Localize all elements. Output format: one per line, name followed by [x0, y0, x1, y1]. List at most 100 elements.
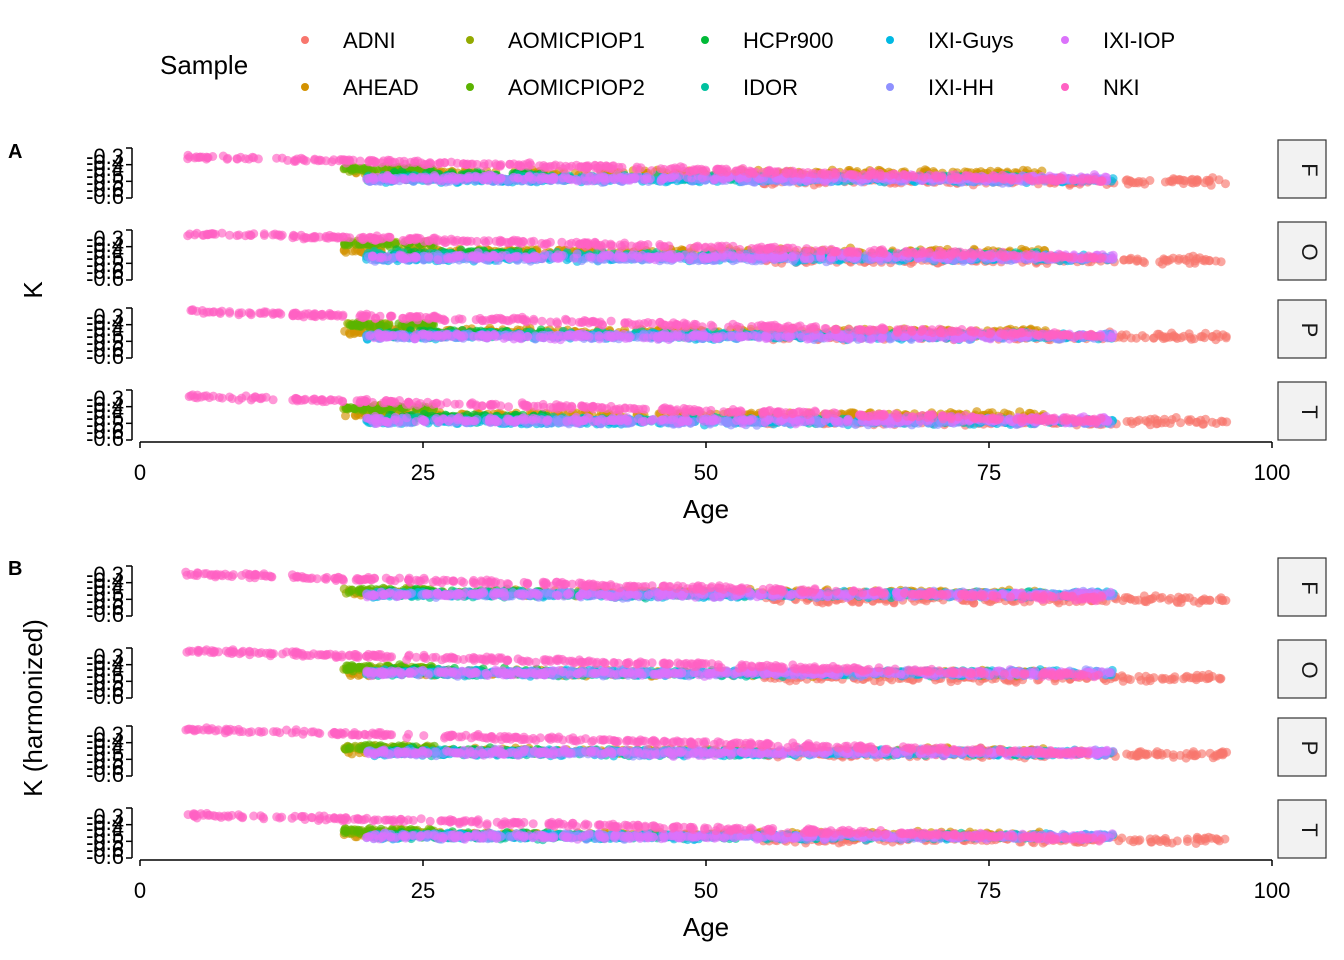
point-ixi-iop [610, 175, 620, 185]
legend-label-ixi-hh: IXI-HH [928, 75, 994, 100]
point-nki [593, 163, 603, 173]
point-nki [399, 156, 409, 166]
point-ixi-iop [424, 252, 434, 262]
point-nki [731, 166, 741, 176]
y-tick-label: -0.6 [86, 177, 124, 202]
point-ixi-iop [478, 175, 488, 185]
point-adni [1160, 177, 1170, 187]
point-nki [425, 158, 435, 168]
point-nki [770, 167, 780, 177]
point-nki [183, 150, 193, 160]
point-nki [723, 166, 733, 176]
point-nki [656, 164, 666, 174]
point-nki [1095, 177, 1105, 186]
legend-label-ixi-iop: IXI-IOP [1103, 28, 1175, 53]
point-nki [492, 161, 502, 171]
point-nki [787, 169, 797, 179]
point-ixi-iop [709, 174, 719, 184]
point-ixi-iop [483, 252, 493, 262]
point-ixi-iop [549, 174, 559, 184]
point-nki [572, 237, 581, 247]
point-nki [615, 240, 625, 250]
point-nki [195, 152, 205, 162]
point-nki [1021, 250, 1031, 259]
point-nki [971, 249, 981, 259]
legend: Sample ADNIAHEADAOMICPIOP1AOMICPIOP2HCPr… [160, 28, 1175, 100]
point-nki [1037, 252, 1047, 261]
legend-label-idor: IDOR [743, 75, 798, 100]
point-adni [1185, 332, 1195, 342]
point-adni [1221, 333, 1231, 343]
point-ixi-iop [446, 254, 456, 263]
y-tick-label: -0.6 [86, 184, 124, 209]
point-ixi-iop [569, 253, 579, 263]
point-ixi-iop [386, 173, 396, 183]
point-nki [811, 246, 821, 256]
legend-key-ahead [301, 83, 309, 91]
point-nki [208, 229, 218, 238]
panel-tag: A [8, 141, 22, 163]
point-nki [967, 172, 977, 182]
point-aomicpiop2 [350, 320, 360, 330]
point-ixi-iop [637, 250, 647, 260]
point-nki [313, 156, 323, 166]
legend-label-aomicpiop1: AOMICPIOP1 [508, 28, 645, 53]
point-nki [387, 157, 397, 167]
point-ixi-iop [558, 173, 568, 183]
facet-strip-label: P [1297, 323, 1322, 338]
facet-strip-label: F [1297, 163, 1322, 176]
point-nki [1083, 176, 1093, 186]
point-nki [509, 159, 519, 169]
point-nki [299, 232, 309, 242]
point-ixi-iop [522, 254, 532, 264]
point-nki [632, 162, 642, 172]
point-nki [989, 248, 999, 258]
y-tick-label: -0.5 [86, 163, 124, 188]
facet-o: -0.3-0.4-0.5-0.6-0.4-0.5-0.6O [86, 221, 1327, 291]
point-nki [817, 168, 827, 178]
point-nki [845, 246, 855, 256]
point-nki [283, 155, 293, 165]
facet-f: -0.3-0.4-0.5-0.6-0.4-0.5-0.6F [86, 139, 1327, 209]
point-ixi-iop [433, 175, 443, 185]
point-adni [1124, 255, 1134, 265]
point-nki [583, 163, 593, 172]
point-nki [960, 248, 970, 258]
facet-strip-label: O [1297, 243, 1322, 260]
point-nki [1097, 253, 1107, 263]
legend-label-nki: NKI [1103, 75, 1140, 100]
point-nki [523, 161, 533, 171]
point-ixi-iop [551, 252, 561, 262]
point-adni [1140, 333, 1150, 343]
point-nki [701, 242, 711, 252]
point-ixi-iop [505, 253, 515, 263]
point-nki [355, 233, 365, 243]
point-adni [1204, 175, 1214, 185]
point-adni [1174, 254, 1184, 264]
point-nki [672, 164, 682, 174]
point-nki [558, 164, 568, 174]
point-nki [232, 231, 242, 241]
point-ixi-iop [395, 250, 405, 260]
point-nki [368, 155, 378, 165]
point-ixi-iop [410, 251, 419, 261]
legend-label-ahead: AHEAD [343, 75, 419, 100]
point-ixi-iop [600, 175, 610, 185]
point-ixi-iop [642, 173, 652, 183]
point-ixi-iop [667, 249, 677, 259]
point-adni [1175, 175, 1184, 185]
point-nki [888, 169, 898, 179]
point-ixi-iop [531, 253, 541, 263]
point-ixi-iop [604, 250, 614, 260]
point-nki [751, 244, 761, 254]
point-nki [1052, 176, 1062, 186]
point-nki [798, 168, 807, 178]
point-ixi-iop [699, 254, 709, 264]
point-ixi-iop [364, 173, 374, 183]
point-nki [788, 243, 798, 253]
point-ixi-iop [659, 174, 669, 184]
point-nki [545, 161, 555, 171]
point-adni [1161, 333, 1171, 343]
point-nki [463, 236, 472, 246]
